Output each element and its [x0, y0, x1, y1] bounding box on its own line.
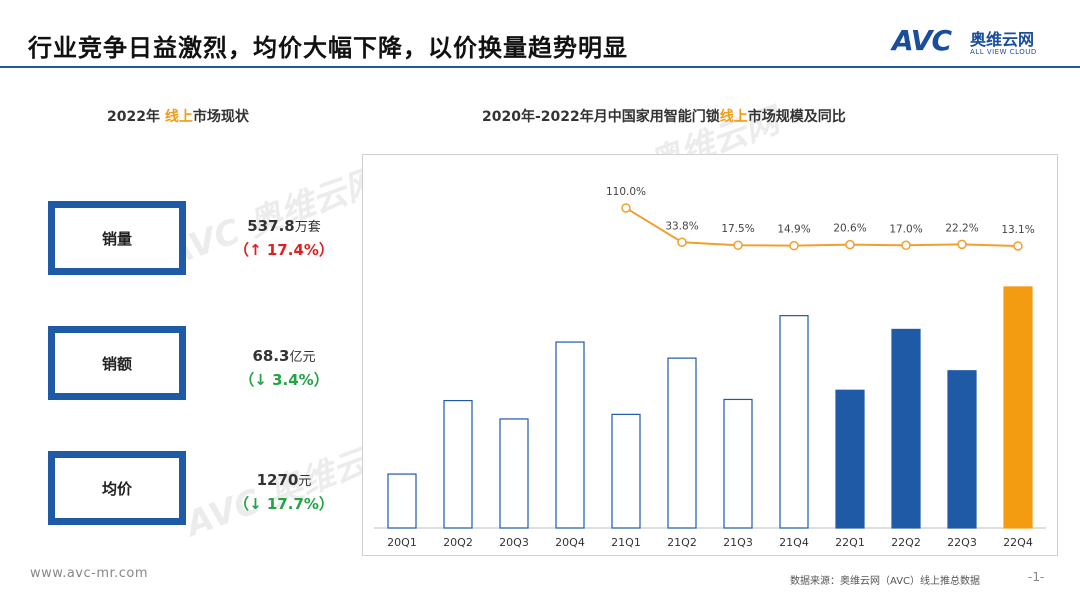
paren-close: ）	[318, 495, 334, 513]
growth-point	[677, 237, 687, 248]
growth-point	[957, 239, 967, 250]
change-value: 3.4%	[272, 371, 314, 389]
growth-label: 20.6%	[833, 223, 866, 235]
change-value: 17.4%	[266, 241, 319, 259]
logo-cn: 奥维云网	[970, 30, 1035, 49]
bar-21Q2	[667, 357, 697, 529]
paren-open: （	[239, 371, 255, 389]
arrow-up-icon: ↑	[249, 241, 262, 259]
growth-label: 33.8%	[665, 220, 698, 232]
bar-22Q4	[1003, 286, 1033, 529]
metric-value: 537.8	[247, 217, 295, 235]
data-source-note: 数据来源：奥维云网（AVC）线上推总数据	[790, 576, 981, 587]
metric-avg-price: 1270元 （↓ 17.7%）	[214, 470, 354, 514]
growth-point	[733, 240, 743, 250]
logo-mark: AVC	[892, 24, 952, 57]
metric-value: 68.3	[252, 347, 290, 365]
arrow-down-icon: ↓	[249, 495, 262, 513]
paren-open: （	[234, 495, 250, 513]
left-title-highlight: 线上	[164, 109, 193, 125]
left-panel-title: 2022年 线上市场现状	[107, 106, 249, 126]
bar-20Q3	[499, 418, 529, 529]
metric-change: （↑ 17.4%）	[214, 239, 354, 260]
chart-frame	[362, 154, 1058, 556]
bar-20Q4	[555, 341, 585, 529]
metric-label: 销额	[101, 354, 132, 373]
bar-20Q2	[443, 399, 473, 529]
x-tick-label: 20Q3	[499, 536, 529, 549]
bar-22Q2	[891, 328, 921, 529]
x-tick-label: 20Q1	[387, 536, 417, 549]
x-tick-label: 22Q2	[891, 536, 921, 549]
chart-title-highlight: 线上	[719, 109, 748, 125]
metric-label: 均价	[101, 479, 132, 498]
growth-point	[845, 239, 855, 250]
paren-close: ）	[313, 371, 329, 389]
bar-22Q3	[947, 370, 977, 529]
bar-20Q1	[387, 473, 417, 529]
paren-open: （	[234, 241, 250, 259]
paren-close: ）	[318, 241, 334, 259]
growth-label: 17.0%	[889, 223, 922, 235]
growth-label: 22.2%	[945, 222, 978, 234]
growth-label: 110.0%	[606, 186, 646, 198]
growth-point	[1013, 241, 1023, 251]
growth-point	[621, 203, 631, 213]
growth-label: 14.9%	[777, 224, 810, 236]
metric-card-sales-volume: 销量	[48, 201, 186, 275]
growth-point	[901, 240, 911, 251]
chart-title-prefix: 2020年-2022年月中国家用智能门锁	[482, 109, 720, 125]
bar-22Q1	[835, 389, 865, 529]
logo-en: ALL VIEW CLOUD	[970, 48, 1037, 56]
arrow-down-icon: ↓	[254, 371, 267, 389]
x-tick-label: 22Q3	[947, 536, 977, 549]
x-tick-label: 21Q3	[723, 536, 753, 549]
x-tick-label: 22Q1	[835, 536, 865, 549]
x-tick-label: 22Q4	[1003, 536, 1033, 549]
growth-label: 13.1%	[1001, 224, 1034, 236]
bar-21Q4	[779, 315, 809, 529]
left-title-prefix: 2022年	[107, 109, 165, 125]
metric-card-avg-price: 均价	[48, 451, 186, 525]
change-value: 17.7%	[266, 495, 319, 513]
footer-url[interactable]: www.avc-mr.com	[30, 566, 149, 581]
metric-card-sales-amount: 销额	[48, 326, 186, 400]
x-tick-label: 20Q4	[555, 536, 585, 549]
left-title-suffix: 市场现状	[192, 109, 249, 125]
metric-change: （↓ 3.4%）	[214, 369, 354, 390]
metric-unit: 亿元	[289, 350, 316, 365]
growth-line	[625, 207, 1019, 247]
metric-change: （↓ 17.7%）	[214, 493, 354, 514]
page-title: 行业竞争日益激烈，均价大幅下降，以价换量趋势明显	[28, 34, 628, 62]
metric-sales-volume: 537.8万套 （↑ 17.4%）	[214, 216, 354, 260]
x-tick-label: 20Q2	[443, 536, 473, 549]
avc-logo: AVC 奥维云网 ALL VIEW CLOUD	[892, 24, 1052, 62]
chart-title-suffix: 市场规模及同比	[747, 109, 846, 125]
growth-label: 17.5%	[721, 223, 754, 235]
header-divider	[0, 66, 1080, 68]
chart-title: 2020年-2022年月中国家用智能门锁线上市场规模及同比	[482, 106, 846, 126]
metric-sales-amount: 68.3亿元 （↓ 3.4%）	[214, 346, 354, 390]
x-tick-label: 21Q1	[611, 536, 641, 549]
metric-unit: 万套	[294, 220, 321, 235]
market-size-chart: 20Q1 20Q2 20Q3 20Q4 21Q1 21Q2 21Q3 21Q4 22Q1 22Q2…	[374, 186, 1046, 549]
x-tick-label: 21Q4	[779, 536, 809, 549]
metric-value: 1270	[256, 471, 299, 489]
bar-21Q1	[611, 413, 641, 529]
growth-point	[789, 240, 799, 251]
page-number: -1-	[1028, 570, 1045, 584]
x-tick-label: 21Q2	[667, 536, 697, 549]
metric-label: 销量	[101, 229, 132, 248]
bar-21Q3	[723, 398, 753, 529]
metric-unit: 元	[298, 474, 312, 489]
